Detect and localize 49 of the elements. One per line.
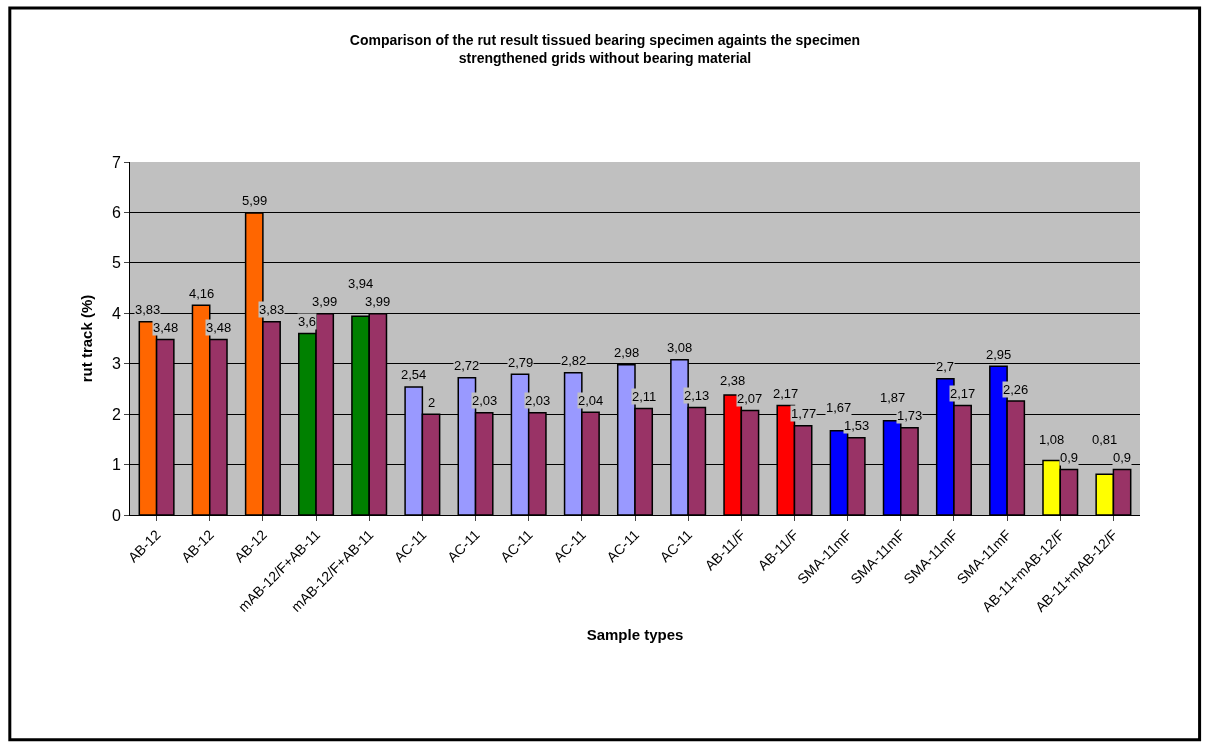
y-tick-label: 2 xyxy=(111,405,121,423)
data-label: 3,08 xyxy=(667,340,693,355)
data-label: 2,17 xyxy=(950,386,976,401)
data-label: 2,26 xyxy=(1003,382,1029,397)
data-label: 0,81 xyxy=(1092,432,1118,447)
data-label: 2 xyxy=(428,395,436,410)
data-label: 2,38 xyxy=(720,373,746,388)
data-label: 5,99 xyxy=(242,193,268,208)
y-tick-label: 4 xyxy=(111,304,121,322)
data-label: 3,83 xyxy=(259,302,285,317)
data-label: 2,72 xyxy=(454,358,480,373)
y-tick-label: 7 xyxy=(111,153,121,171)
chart-title: Comparison of the rut result tissued bearing specimen againts the specimen strengthened grids without bearing material xyxy=(349,31,861,67)
data-label: 2,04 xyxy=(578,393,604,408)
data-label: 2,07 xyxy=(737,391,763,406)
data-label: 1,73 xyxy=(897,408,923,423)
data-label: 2,03 xyxy=(525,393,551,408)
data-label: 0,9 xyxy=(1060,450,1079,465)
y-tick-label: 1 xyxy=(111,456,121,474)
data-label: 2,79 xyxy=(508,355,534,370)
y-tick-label: 6 xyxy=(111,204,121,222)
data-label: 4,16 xyxy=(189,286,215,301)
data-label: 2,54 xyxy=(401,367,427,382)
y-tick-label: 3 xyxy=(111,355,121,373)
data-label: 3,48 xyxy=(153,320,179,335)
data-label: 3,6 xyxy=(298,314,317,329)
data-label: 2,98 xyxy=(614,345,640,360)
data-label: 2,03 xyxy=(472,393,498,408)
data-label: 2,95 xyxy=(986,347,1012,362)
data-label: 1,53 xyxy=(844,418,870,433)
data-label: 1,77 xyxy=(791,406,817,421)
data-label: 2,82 xyxy=(561,353,587,368)
y-tick-label: 5 xyxy=(111,254,121,272)
data-label: 3,48 xyxy=(206,320,232,335)
data-label: 1,08 xyxy=(1039,432,1065,447)
data-label: 0,9 xyxy=(1113,450,1132,465)
data-label: 1,67 xyxy=(826,400,852,415)
data-label: 2,7 xyxy=(936,359,955,374)
data-label: 3,99 xyxy=(312,294,338,309)
y-tick-label: 0 xyxy=(111,506,121,524)
data-label: 2,13 xyxy=(684,388,710,403)
data-label: 3,99 xyxy=(365,294,391,309)
data-label: 2,17 xyxy=(773,386,799,401)
data-label: 3,83 xyxy=(135,302,161,317)
data-label: 3,94 xyxy=(348,276,374,291)
x-axis-title: Sample types xyxy=(586,625,684,643)
data-label: 2,11 xyxy=(632,389,657,404)
data-label: 1,87 xyxy=(880,390,906,405)
y-axis-title: rut track (%) xyxy=(78,294,96,383)
